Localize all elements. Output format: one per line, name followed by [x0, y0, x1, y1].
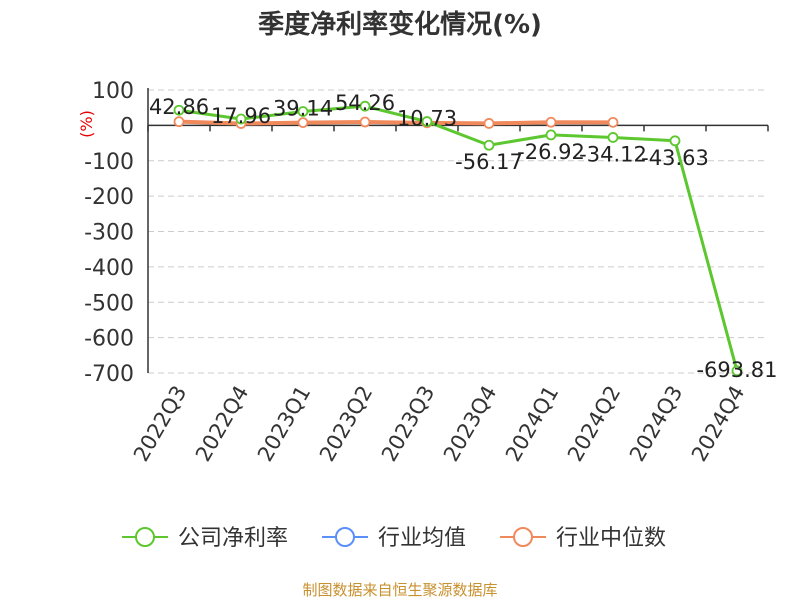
data-point	[359, 116, 371, 128]
y-tick-label: -700	[84, 362, 134, 387]
data-point	[173, 116, 185, 128]
data-point	[483, 118, 495, 129]
x-tick-label: 2023Q3	[377, 382, 439, 466]
data-point	[235, 113, 247, 125]
data-point	[173, 104, 185, 116]
data-point	[359, 100, 371, 112]
legend-label: 行业中位数	[556, 526, 666, 551]
y-tick-label: -500	[84, 291, 134, 316]
data-point	[421, 116, 433, 127]
series-line	[178, 104, 739, 372]
x-tick-label: 2022Q4	[191, 382, 253, 466]
x-tick-label: 2023Q2	[315, 382, 377, 466]
data-point	[483, 139, 495, 151]
data-label: -43.63	[641, 146, 709, 170]
y-tick-label: 100	[92, 79, 134, 104]
legend-marker-icon	[335, 527, 355, 547]
chart-title: 季度净利率变化情况(%)	[258, 9, 542, 40]
legend: 公司净利率 行业均值 行业中位数	[122, 526, 666, 551]
data-label: 17.96	[211, 104, 271, 128]
y-tick-label: -200	[84, 185, 134, 210]
y-tick-label: 0	[120, 114, 134, 139]
series-lines	[173, 100, 743, 377]
legend-item[interactable]: 行业均值	[322, 526, 466, 551]
x-axis: 2022Q3 2022Q4 2023Q1 2023Q2 2023Q3 2023Q4 2024…	[129, 124, 769, 466]
x-tick-label: 2024Q1	[501, 382, 563, 466]
data-label: -693.81	[696, 358, 777, 382]
x-tick-label: 2024Q3	[625, 382, 687, 466]
grid-lines	[148, 89, 768, 374]
data-label: -34.12	[579, 142, 647, 166]
y-tick-label: -400	[84, 256, 134, 281]
data-label: -26.92	[517, 140, 585, 164]
x-tick-label: 2024Q2	[563, 382, 625, 466]
data-point	[297, 106, 309, 117]
y-tick-label: -600	[84, 327, 134, 352]
data-point	[545, 116, 557, 128]
source-note: 制图数据来自恒生聚源数据库	[302, 581, 497, 599]
y-axis-unit: (%)	[77, 110, 96, 138]
x-tick-label: 2024Q4	[687, 382, 749, 466]
data-point	[731, 365, 743, 377]
data-point	[669, 135, 681, 147]
x-tick-label: 2023Q4	[439, 382, 501, 466]
y-tick-label: -300	[84, 221, 134, 246]
legend-label: 公司净利率	[178, 526, 288, 551]
x-tick-label: 2022Q3	[129, 382, 191, 466]
y-tick-label: -100	[84, 150, 134, 175]
legend-label: 行业均值	[378, 526, 466, 551]
y-axis: 100 0 -100 -200 -300 -400 -500 -600 -700	[84, 79, 149, 387]
data-point	[545, 129, 557, 141]
legend-item[interactable]: 行业中位数	[500, 526, 666, 551]
legend-marker-icon	[135, 527, 155, 547]
data-point	[297, 117, 309, 129]
data-point	[607, 132, 619, 143]
data-label: 10.73	[397, 107, 457, 131]
data-label: -56.17	[455, 150, 523, 174]
legend-item[interactable]: 公司净利率	[122, 526, 288, 551]
legend-marker-icon	[513, 527, 533, 547]
x-tick-label: 2023Q1	[253, 382, 315, 466]
data-label: 42.86	[149, 95, 209, 119]
data-label: 54.26	[335, 91, 395, 115]
data-label: 39.14	[273, 97, 333, 121]
series-line	[178, 119, 614, 126]
data-point	[607, 116, 619, 128]
